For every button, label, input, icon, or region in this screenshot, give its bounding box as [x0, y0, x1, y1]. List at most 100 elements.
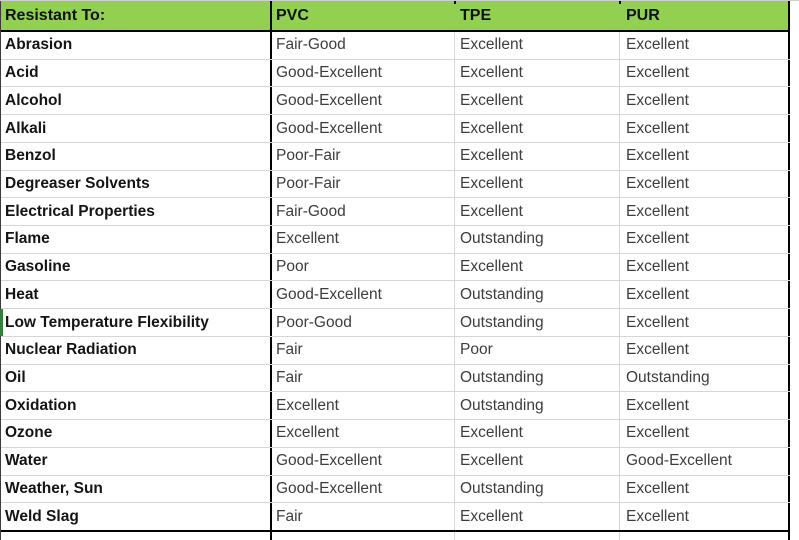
- tpe-value-cell: Excellent: [455, 32, 620, 59]
- pur-value-cell: Excellent: [620, 253, 790, 281]
- empty-cell: [620, 531, 790, 540]
- pvc-value-cell: Good-Excellent: [272, 59, 455, 87]
- pur-value-cell: Excellent: [620, 281, 790, 309]
- row-label-cell: Weather, Sun: [1, 475, 272, 503]
- tpe-value-cell: Outstanding: [455, 475, 620, 503]
- row-label-cell: Alkali: [1, 115, 272, 142]
- tpe-value-cell: Outstanding: [455, 226, 620, 253]
- row-label-cell: Alcohol: [1, 87, 272, 115]
- gridline-tick: [619, 1, 621, 4]
- table-row: Low Temperature Flexibility Poor-Good Outs…: [0, 309, 790, 337]
- tpe-value-cell: Excellent: [455, 420, 620, 447]
- table-row: Water Good-Excellent Excellent Good-Excelle…: [1, 447, 790, 476]
- tpe-value-cell: Excellent: [455, 447, 620, 475]
- row-selection-marker: [0, 309, 3, 336]
- row-label-cell: Flame: [1, 226, 272, 253]
- row-label-cell: Electrical Properties: [1, 198, 272, 226]
- table-row: Oxidation Excellent Outstanding Excellent: [1, 392, 790, 421]
- row-label-cell: Water: [1, 447, 272, 475]
- pvc-value-cell: Poor-Fair: [272, 170, 455, 198]
- pvc-value-cell: Fair-Good: [272, 198, 455, 226]
- empty-cell: [272, 531, 455, 540]
- tpe-value-cell: Excellent: [455, 198, 620, 226]
- row-label-cell: Gasoline: [1, 253, 272, 281]
- pur-value-cell: Outstanding: [620, 364, 790, 392]
- pvc-value-cell: Excellent: [272, 420, 455, 447]
- table-body: Abrasion Fair-Good Excellent Excellent Acid…: [0, 32, 790, 532]
- row-label-cell: Oil: [1, 364, 272, 392]
- table-row: Weather, Sun Good-Excellent Outstanding Exc…: [1, 475, 790, 504]
- pur-value-cell: Excellent: [620, 59, 790, 87]
- table-row: Flame Excellent Outstanding Excellent: [1, 226, 790, 254]
- pvc-value-cell: Fair-Good: [272, 32, 455, 59]
- header-cell-pvc: PVC: [276, 6, 309, 24]
- pur-value-cell: Excellent: [620, 32, 790, 59]
- pur-value-cell: Excellent: [620, 475, 790, 503]
- empty-cell: [1, 531, 272, 540]
- pur-value-cell: Excellent: [620, 142, 790, 170]
- row-label-cell: Acid: [1, 59, 272, 87]
- pur-value-cell: Excellent: [620, 309, 790, 336]
- row-label-cell: Nuclear Radiation: [1, 336, 272, 364]
- pur-value-cell: Excellent: [620, 420, 790, 447]
- tpe-value-cell: Outstanding: [455, 281, 620, 309]
- tpe-value-cell: Outstanding: [455, 364, 620, 392]
- tpe-value-cell: Excellent: [455, 253, 620, 281]
- pur-value-cell: Excellent: [620, 336, 790, 364]
- table-row: Alcohol Good-Excellent Excellent Excellent: [1, 87, 790, 116]
- tpe-value-cell: Excellent: [455, 87, 620, 115]
- table-row: Acid Good-Excellent Excellent Excellent: [1, 59, 790, 88]
- pvc-value-cell: Poor-Good: [272, 309, 455, 336]
- tpe-value-cell: Poor: [455, 336, 620, 364]
- header-cell-tpe: TPE: [460, 6, 492, 24]
- table-row: Ozone Excellent Excellent Excellent: [1, 420, 790, 448]
- pur-value-cell: Excellent: [620, 198, 790, 226]
- table-row: Abrasion Fair-Good Excellent Excellent: [1, 32, 790, 60]
- header-cell-resistant-to: Resistant To:: [1, 1, 272, 30]
- tpe-value-cell: Excellent: [455, 170, 620, 198]
- tpe-value-cell: Outstanding: [455, 309, 620, 336]
- pur-value-cell: Excellent: [620, 503, 790, 530]
- table-row: Nuclear Radiation Fair Poor Excellent: [1, 336, 790, 365]
- pvc-value-cell: Fair: [272, 503, 455, 530]
- partial-next-row: [1, 531, 790, 540]
- pvc-value-cell: Poor: [272, 253, 455, 281]
- row-label-cell: Abrasion: [1, 32, 272, 59]
- pur-value-cell: Excellent: [620, 170, 790, 198]
- table-row: Gasoline Poor Excellent Excellent: [1, 253, 790, 282]
- pvc-value-cell: Poor-Fair: [272, 142, 455, 170]
- pvc-value-cell: Good-Excellent: [272, 447, 455, 475]
- tpe-value-cell: Outstanding: [455, 392, 620, 420]
- tpe-value-cell: Excellent: [455, 142, 620, 170]
- pvc-value-cell: Fair: [272, 364, 455, 392]
- pvc-value-cell: Excellent: [272, 226, 455, 253]
- row-label-cell: Degreaser Solvents: [1, 170, 272, 198]
- pur-value-cell: Excellent: [620, 392, 790, 420]
- table-row: Weld Slag Fair Excellent Excellent: [1, 503, 790, 532]
- table-row: Electrical Properties Fair-Good Excellent E…: [1, 198, 790, 227]
- empty-cell: [455, 531, 620, 540]
- pur-value-cell: Excellent: [620, 226, 790, 253]
- pur-value-cell: Good-Excellent: [620, 447, 790, 475]
- row-label-cell: Oxidation: [1, 392, 272, 420]
- table-row: Alkali Good-Excellent Excellent Excellent: [1, 115, 790, 143]
- row-label-cell: Weld Slag: [1, 503, 272, 530]
- tpe-value-cell: Excellent: [455, 59, 620, 87]
- table-row: Heat Good-Excellent Outstanding Excellent: [1, 281, 790, 310]
- table-row: Degreaser Solvents Poor-Fair Excellent Exce…: [1, 170, 790, 199]
- table-row: Oil Fair Outstanding Outstanding: [1, 364, 790, 393]
- row-label-cell: Ozone: [1, 420, 272, 447]
- pvc-value-cell: Good-Excellent: [272, 475, 455, 503]
- tpe-value-cell: Excellent: [455, 115, 620, 142]
- pur-value-cell: Excellent: [620, 115, 790, 142]
- pvc-value-cell: Excellent: [272, 392, 455, 420]
- pvc-value-cell: Good-Excellent: [272, 115, 455, 142]
- header-cell-pur: PUR: [620, 1, 790, 30]
- pvc-value-cell: Fair: [272, 336, 455, 364]
- pur-value-cell: Excellent: [620, 87, 790, 115]
- row-label-cell: Heat: [1, 281, 272, 309]
- gridline-tick: [454, 1, 456, 4]
- row-label-cell: Benzol: [1, 142, 272, 170]
